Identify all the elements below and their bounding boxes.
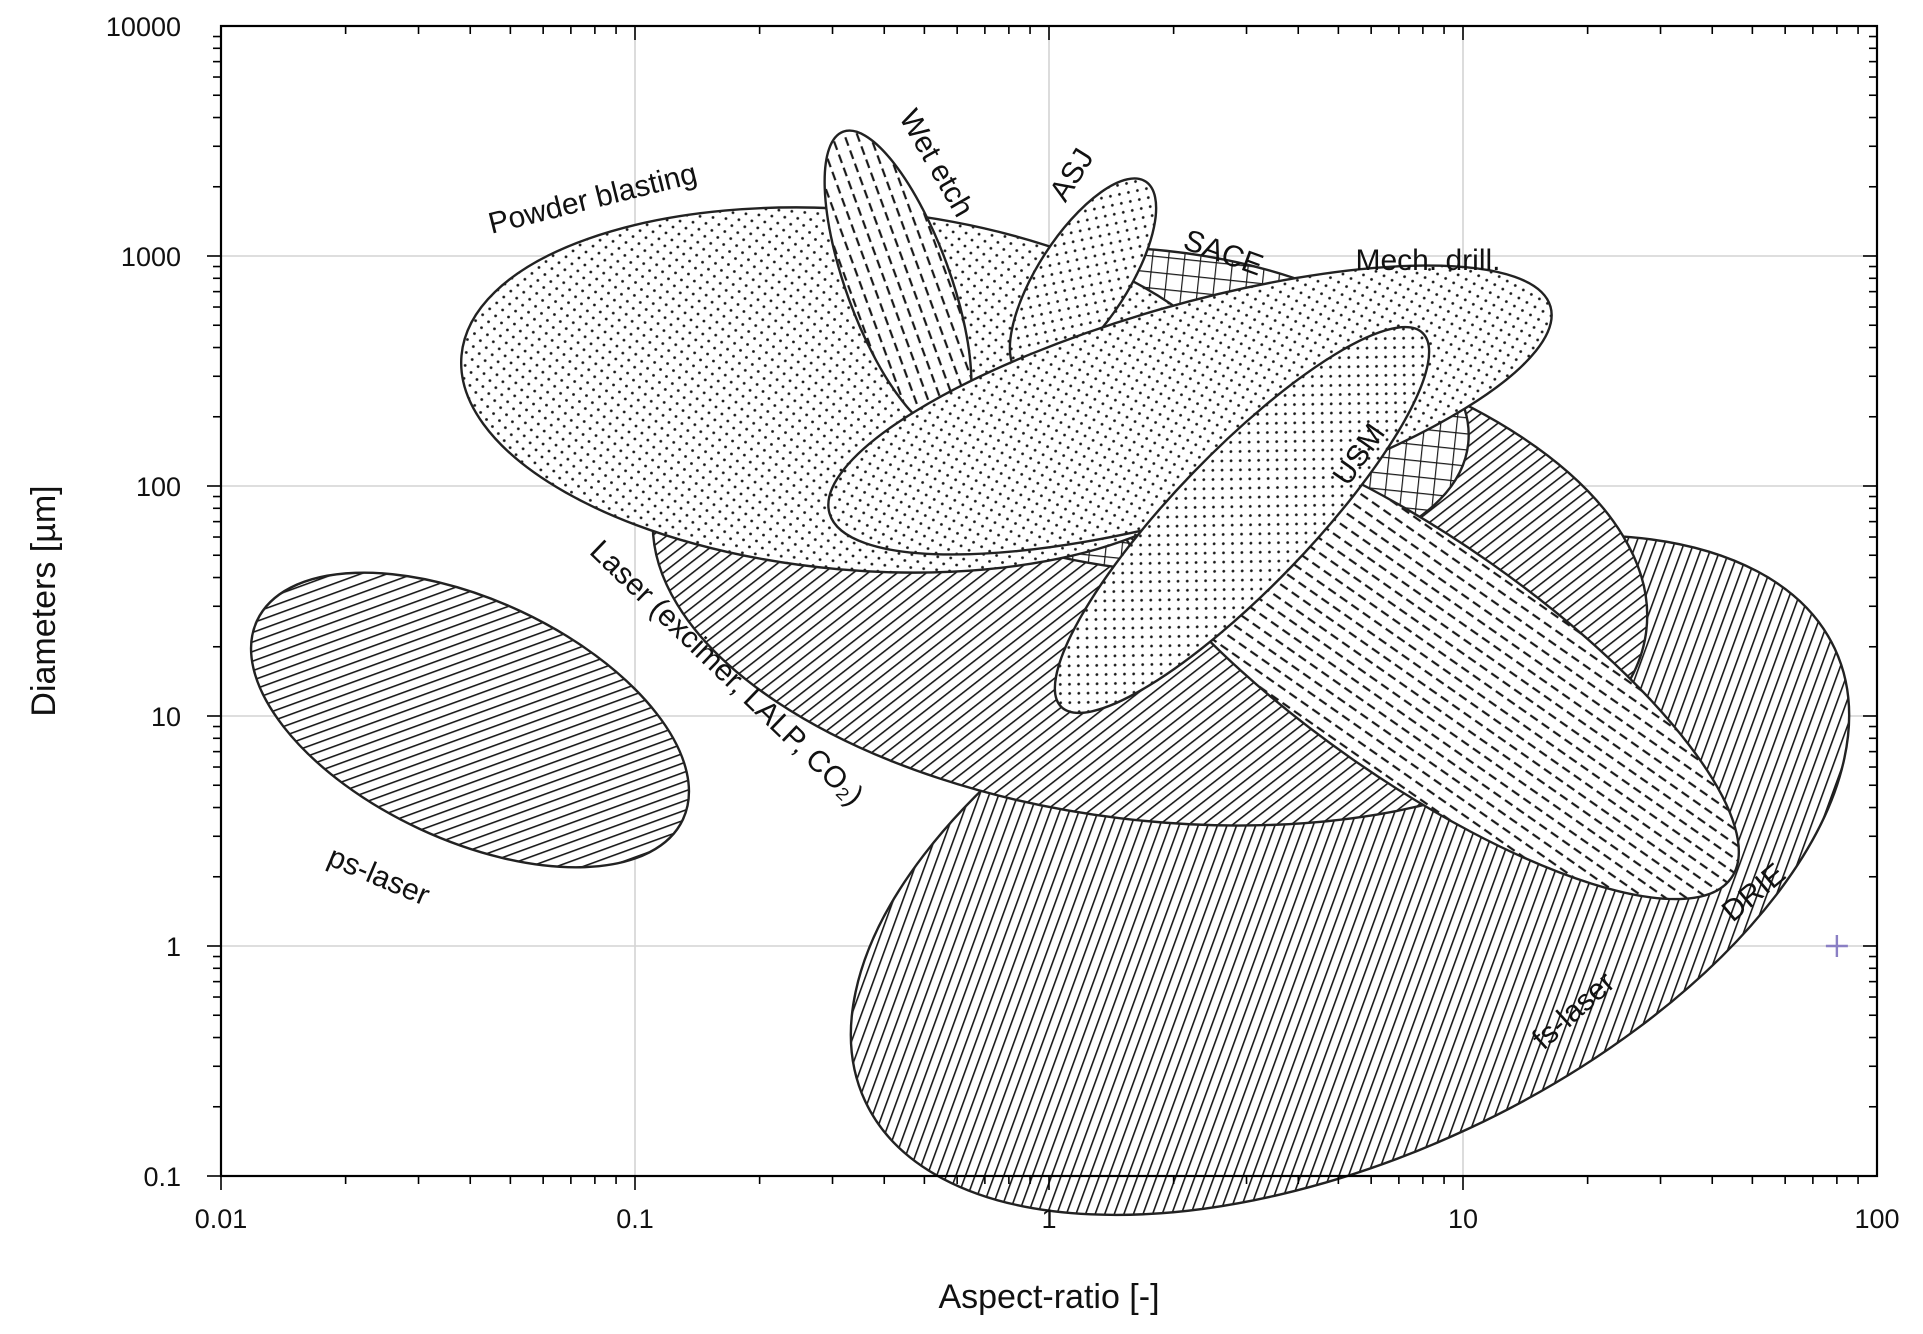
y-tick-label: 1 (166, 932, 181, 962)
marker (1825, 935, 1848, 957)
region-usm (1053, 325, 1431, 715)
x-tick-label: 0.1 (616, 1204, 654, 1234)
axis-ticks (207, 26, 1877, 1190)
tick-labels: 0.01 0.1 1 10 100 0.1 1 10 100 1000 10000 (106, 12, 1900, 1234)
label-asj: ASJ (1043, 143, 1100, 207)
y-tick-label: 10000 (106, 12, 181, 42)
x-tick-label: 0.01 (195, 1204, 248, 1234)
y-tick-label: 0.1 (143, 1162, 181, 1192)
y-axis-title: Diameters [µm] (25, 485, 63, 716)
regions (249, 129, 1851, 1217)
x-tick-label: 1 (1041, 1204, 1056, 1234)
region-ps-laser (249, 571, 691, 869)
y-tick-label: 10 (151, 702, 181, 732)
y-tick-label: 100 (136, 472, 181, 502)
label-mech-drill: Mech. drill. (1355, 244, 1500, 277)
y-tick-label: 1000 (121, 242, 181, 272)
plus-marker (1825, 935, 1848, 957)
x-axis-title: Aspect-ratio [-] (938, 1278, 1159, 1316)
x-tick-label: 10 (1448, 1204, 1478, 1234)
label-ps-laser: ps-laser (323, 840, 434, 912)
x-tick-label: 100 (1854, 1204, 1899, 1234)
